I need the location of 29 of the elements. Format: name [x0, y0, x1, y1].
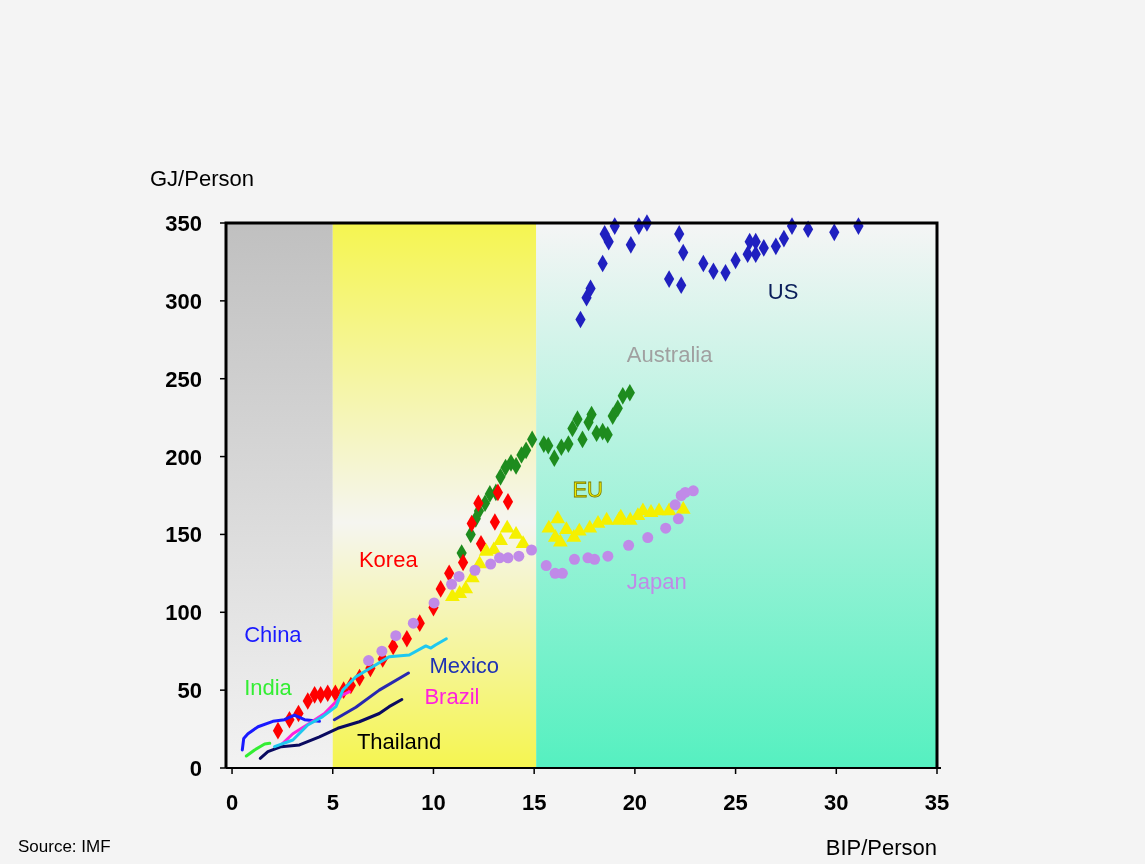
x-tick-label: 10: [421, 790, 446, 815]
source-note: Source: IMF: [18, 837, 111, 856]
y-axis-title: GJ/Person: [150, 166, 254, 191]
y-tick-label: 0: [189, 756, 202, 781]
x-tick-label: 0: [225, 790, 239, 815]
x-tick-label: 30: [824, 790, 849, 815]
x-axis-title: BIP/Person: [825, 835, 937, 860]
series-label: Japan: [626, 568, 687, 594]
series-label: Thailand: [356, 729, 442, 755]
y-tick-label: 350: [165, 211, 202, 236]
series-label: Australia: [626, 341, 714, 367]
series-label: EU: [572, 477, 603, 503]
series-label: US: [767, 279, 799, 305]
series-label: Mexico: [429, 653, 500, 679]
x-tick-label: 35: [924, 790, 950, 815]
x-tick-label: 5: [326, 790, 339, 815]
y-tick-label: 50: [177, 678, 202, 704]
text: India: [244, 674, 293, 700]
x-tick-label: 20: [622, 790, 648, 815]
x-tick-label: 25: [723, 790, 748, 815]
y-tick-label: 300: [165, 288, 202, 314]
y-tick-label: 100: [165, 600, 202, 626]
y-tick-label: 150: [165, 522, 202, 548]
x-tick-label: 15: [521, 790, 547, 815]
text: Brazil: [424, 684, 480, 710]
y-tick-label: 200: [165, 444, 202, 470]
text: China: [244, 621, 303, 647]
y-tick-label: 250: [165, 366, 202, 392]
series-label: Korea: [358, 547, 419, 573]
